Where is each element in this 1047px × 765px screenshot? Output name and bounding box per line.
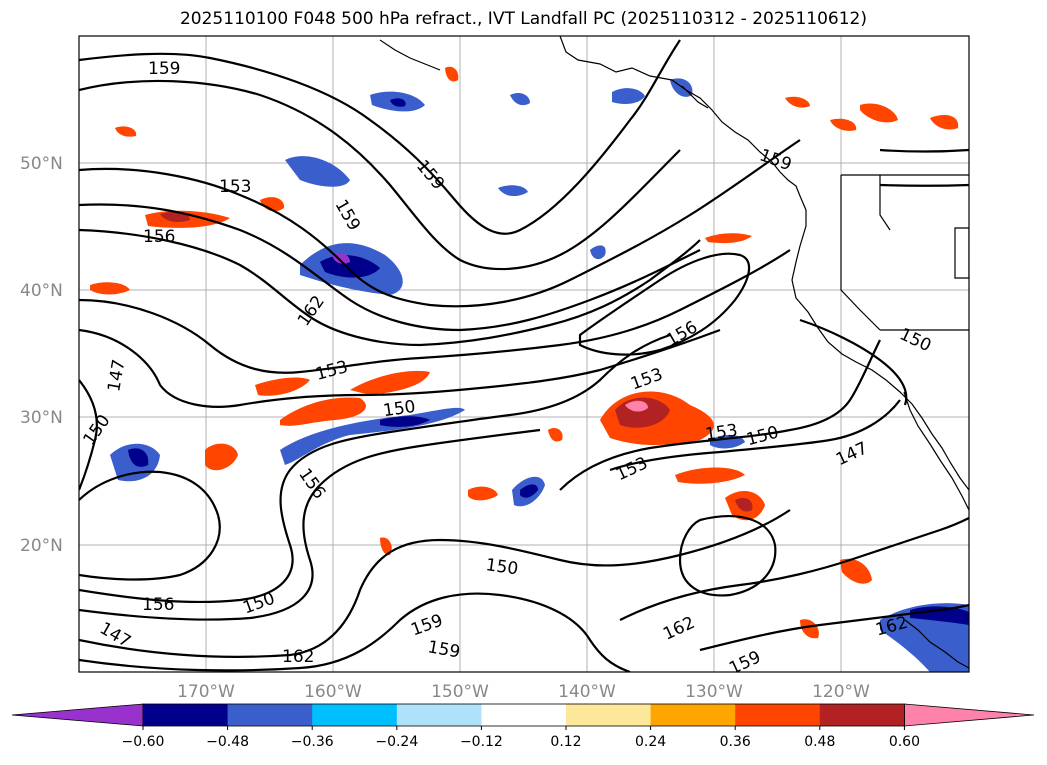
- lon-label-160w: 160°W: [304, 682, 362, 702]
- colorbar-segment: [650, 704, 736, 726]
- contour-label: 153: [219, 177, 251, 197]
- colorbar-segment: [566, 704, 652, 726]
- lon-label-120w: 120°W: [812, 682, 870, 702]
- lon-label-150w: 150°W: [431, 682, 489, 702]
- lat-label-30n: 30°N: [20, 408, 63, 428]
- colorbar-extend-high: [904, 703, 1035, 727]
- colorbar-segment: [819, 704, 905, 726]
- colorbar-segment: [481, 704, 567, 726]
- colorbar-tick-label: −0.36: [291, 734, 334, 750]
- lon-label-130w: 130°W: [685, 682, 743, 702]
- colorbar-tick-label: −0.12: [460, 734, 503, 750]
- contour-label: 159: [148, 59, 180, 79]
- colorbar-tick-label: 0.12: [550, 734, 581, 750]
- map-area: 159 153 159 156 159 162 153 150 153 156 …: [79, 36, 969, 672]
- colorbar-tick-label: 0.24: [635, 734, 666, 750]
- colorbar-tick-label: 0.48: [804, 734, 835, 750]
- lat-labels: 50°N 40°N 30°N 20°N: [20, 154, 63, 556]
- colorbar-segment: [735, 704, 821, 726]
- colorbar-tick-label: −0.48: [206, 734, 249, 750]
- lon-label-170w: 170°W: [177, 682, 235, 702]
- colorbar-segment: [143, 704, 229, 726]
- colorbar-tick-label: −0.60: [122, 734, 165, 750]
- colorbar-tick-label: −0.24: [375, 734, 418, 750]
- colorbar-segment: [312, 704, 398, 726]
- lon-label-140w: 140°W: [558, 682, 616, 702]
- figure-title: 2025110100 F048 500 hPa refract., IVT La…: [179, 9, 867, 29]
- map-frame: [78, 35, 970, 673]
- lat-label-40n: 40°N: [20, 281, 63, 301]
- colorbar-outline: [142, 703, 905, 727]
- colorbar-segment: [396, 704, 482, 726]
- gridlines: [79, 36, 969, 672]
- contour-label: 156: [143, 227, 175, 247]
- contour-lines: [79, 39, 969, 672]
- lat-label-50n: 50°N: [20, 154, 63, 174]
- contour-label: 150: [382, 397, 417, 421]
- colorbar-segment: [227, 704, 313, 726]
- lon-labels: 170°W 160°W 150°W 140°W 130°W 120°W: [177, 682, 870, 702]
- colorbar-tick-label: 0.36: [720, 734, 751, 750]
- lat-label-20n: 20°N: [20, 536, 63, 556]
- coastlines: [379, 36, 969, 669]
- contour-label: 156: [142, 595, 174, 615]
- colorbar: −0.60 −0.48 −0.36 −0.24 −0.12 0.12 0.24 0.36 0.4…: [11, 703, 1035, 750]
- colorbar-tick-label: 0.60: [889, 734, 920, 750]
- contour-label: 153: [704, 421, 739, 445]
- colorbar-extend-low: [11, 703, 144, 727]
- contour-label: 150: [484, 555, 519, 579]
- contour-label: 162: [282, 647, 314, 667]
